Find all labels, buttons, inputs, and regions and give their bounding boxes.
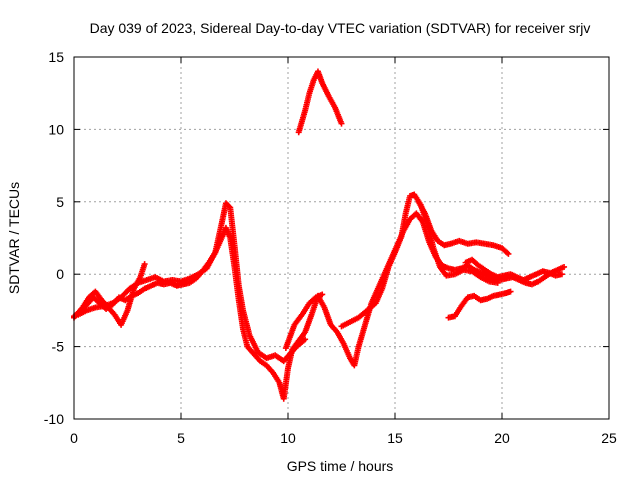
series-track-e [295,68,345,136]
data-points [71,68,568,402]
data-point [558,271,565,278]
data-point [494,279,501,286]
x-tick-label: 5 [177,430,185,446]
series-track-g [415,198,512,257]
data-point [505,250,512,257]
series-track-d [282,291,326,352]
grid-lines [74,57,609,419]
x-axis-label: GPS time / hours [287,458,394,474]
y-tick-label: 0 [56,266,64,282]
y-tick-label: -10 [44,411,64,427]
y-axis-label: SDTVAR / TECUs [6,182,22,294]
plot-frame [73,56,610,420]
axis-ticks [73,56,610,420]
chart-title: Day 039 of 2023, Sidereal Day-to-day VTE… [90,20,591,36]
x-tick-label: 15 [387,430,403,446]
y-tick-label: 10 [48,121,64,137]
data-point [507,288,514,295]
series-track-c [75,200,309,365]
y-tick-labels: -10 -5 0 5 10 15 [44,49,64,427]
series-track-h [445,288,514,321]
x-tick-label: 10 [280,430,296,446]
data-point [226,203,233,210]
data-point [338,120,345,127]
x-tick-label: 0 [70,430,78,446]
data-point [561,263,568,270]
y-tick-label: -5 [52,339,65,355]
y-tick-label: 15 [48,49,64,65]
x-tick-label: 25 [601,430,617,446]
y-tick-label: 5 [56,194,64,210]
series-track-i [462,256,565,283]
x-tick-label: 20 [494,430,510,446]
data-point [141,261,148,268]
series-track-f [338,191,501,330]
x-tick-labels: 0 5 10 15 20 25 [70,430,617,446]
data-point [302,336,309,343]
data-point [319,291,326,298]
